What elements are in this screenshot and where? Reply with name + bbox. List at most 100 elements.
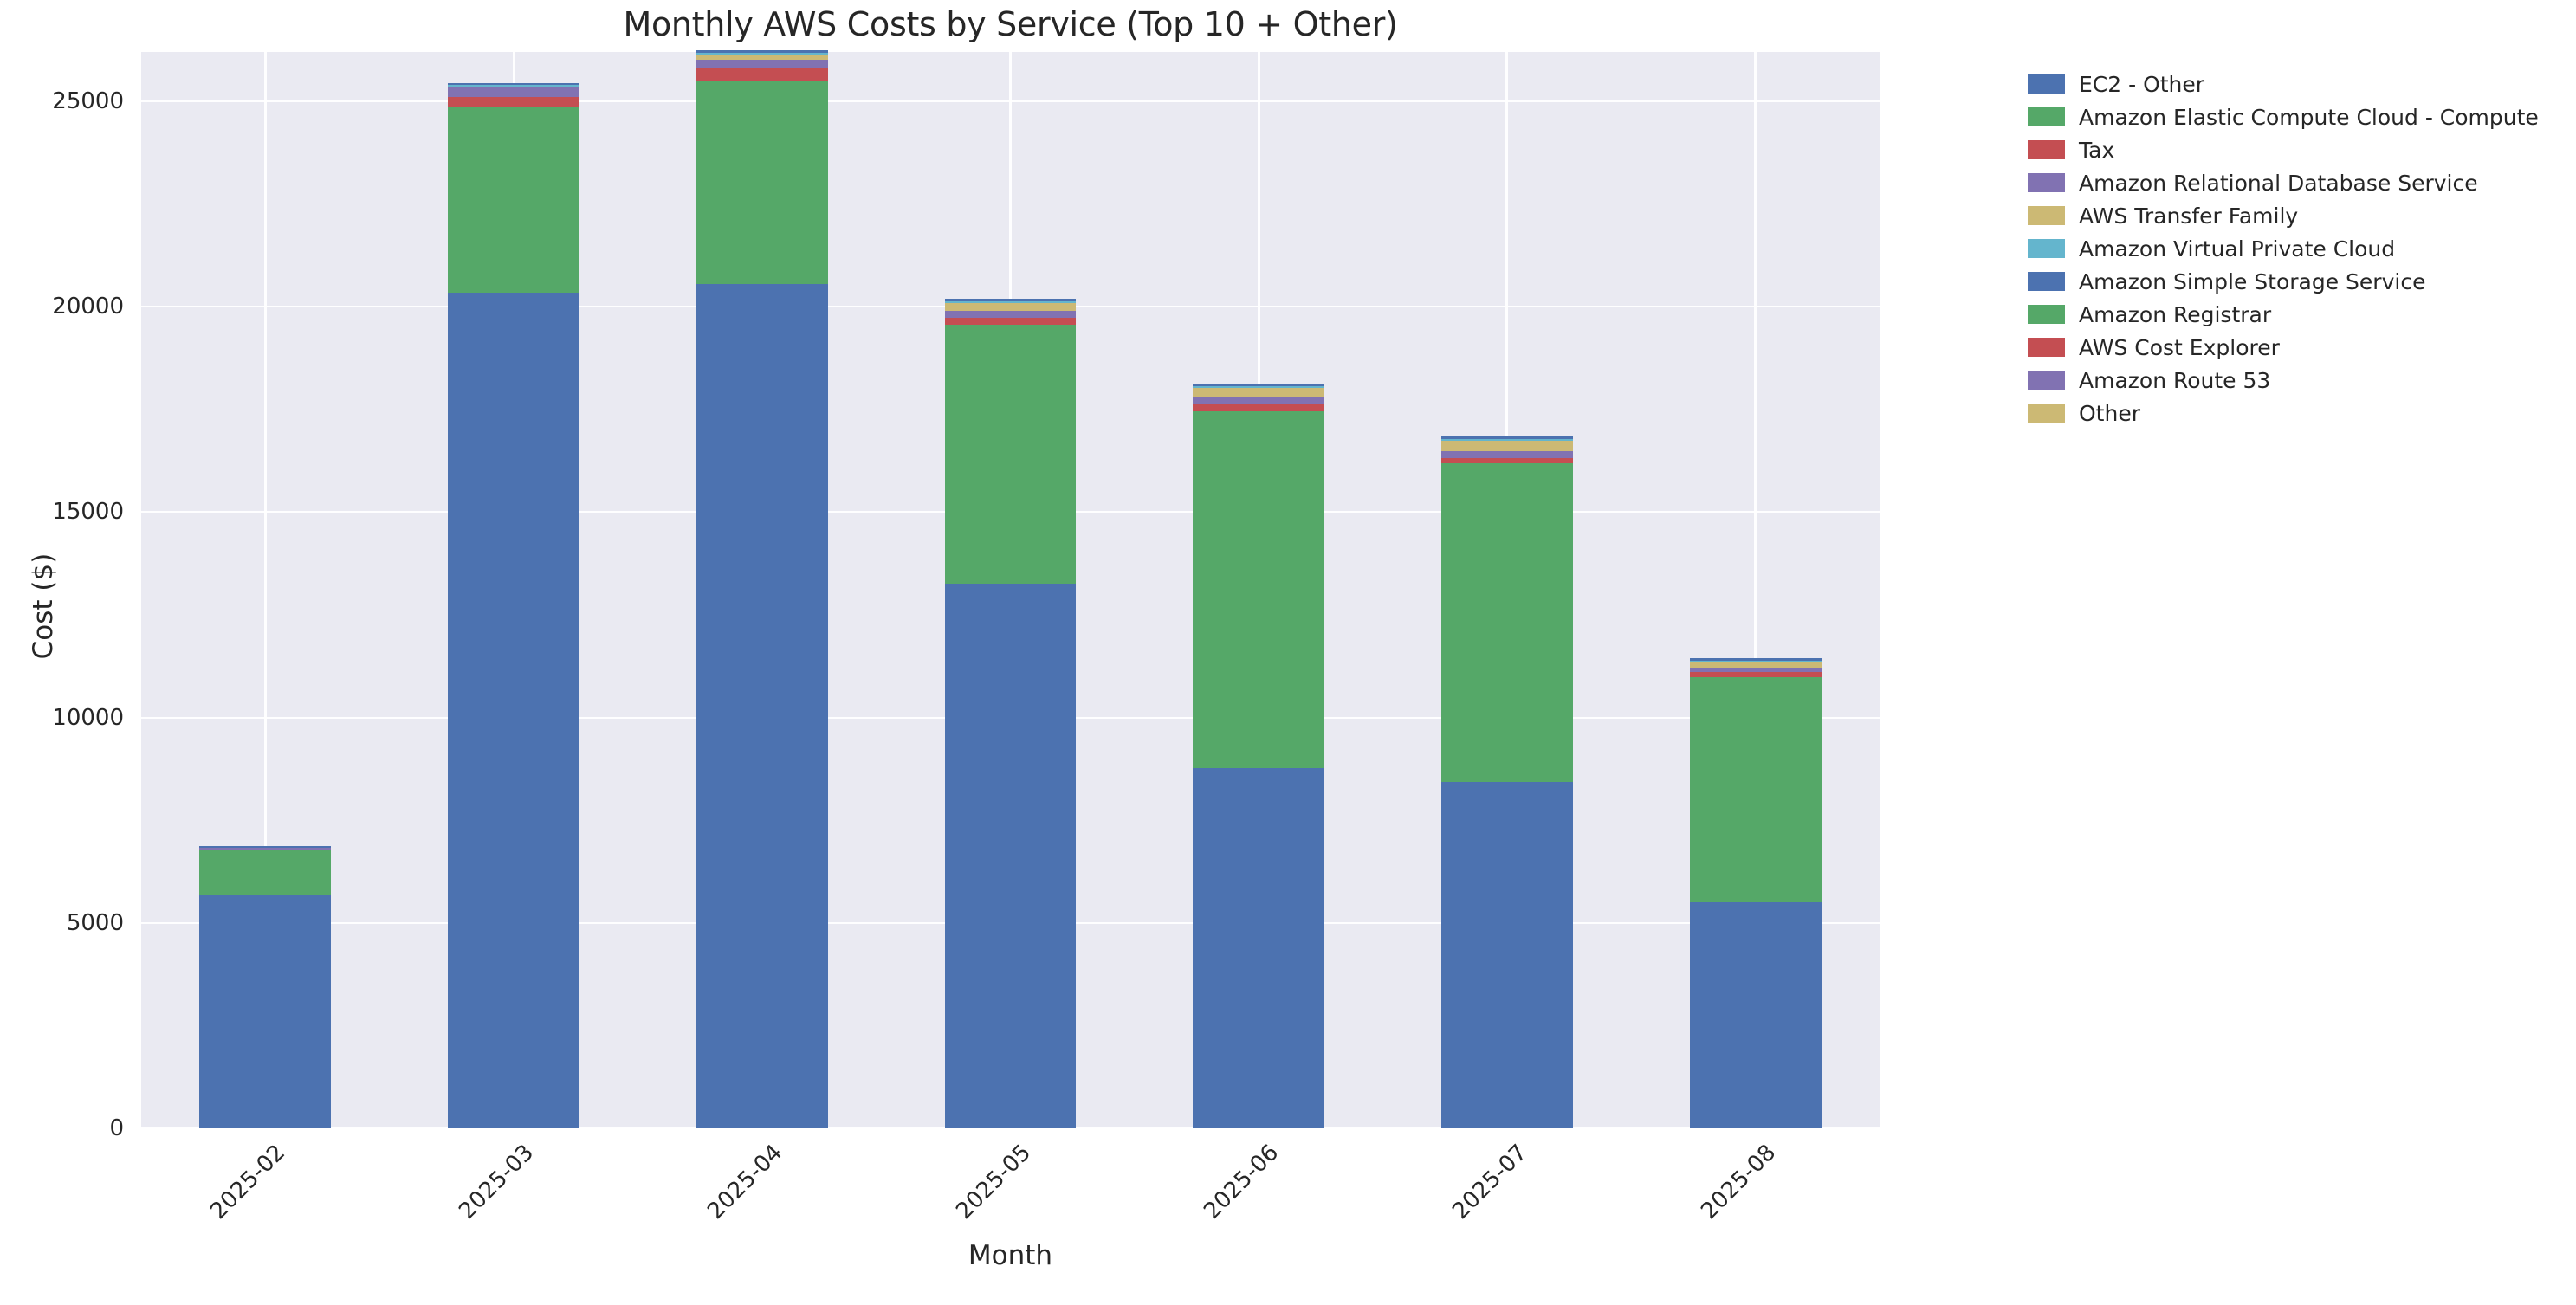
y-axis-title: Cost ($) <box>28 552 59 660</box>
bar-segment[interactable] <box>1689 660 1822 662</box>
legend-item-label: Amazon Elastic Compute Cloud - Compute <box>2079 104 2539 130</box>
legend-color-swatch <box>2028 404 2065 423</box>
x-tick-label: 2025-04 <box>702 1140 787 1225</box>
legend-color-swatch <box>2028 272 2065 291</box>
bar-segment[interactable] <box>944 318 1077 326</box>
bar-segment[interactable] <box>696 68 828 81</box>
bar-segment[interactable] <box>1689 668 1822 673</box>
bar-segment[interactable] <box>696 50 828 53</box>
bar-segment[interactable] <box>1193 388 1325 397</box>
bar-segment[interactable] <box>1193 396 1325 404</box>
bar-segment[interactable] <box>199 847 332 850</box>
bar-2025-07[interactable] <box>1440 52 1573 1128</box>
legend-item[interactable]: Amazon Relational Database Service <box>2028 166 2547 199</box>
bar-segment[interactable] <box>448 107 580 293</box>
legend-item-label: Other <box>2079 400 2140 426</box>
bar-segment[interactable] <box>1440 438 1573 442</box>
bar-segment[interactable] <box>1440 458 1573 464</box>
legend-item-label: AWS Cost Explorer <box>2079 334 2280 360</box>
y-tick-label: 20000 <box>52 294 124 320</box>
x-tick-label: 2025-03 <box>454 1140 540 1225</box>
bar-segment[interactable] <box>696 284 828 1128</box>
bar-segment[interactable] <box>696 60 828 68</box>
bar-segment[interactable] <box>696 52 828 55</box>
gridline-horizontal <box>141 1127 1880 1129</box>
legend-color-swatch <box>2028 206 2065 225</box>
bar-2025-05[interactable] <box>944 52 1077 1128</box>
legend-item[interactable]: AWS Cost Explorer <box>2028 331 2547 364</box>
bar-segment[interactable] <box>1193 410 1325 769</box>
x-tick-label: 2025-07 <box>1447 1140 1533 1225</box>
chart-legend: EC2 - Other Amazon Elastic Compute Cloud … <box>2028 68 2547 430</box>
legend-item-label: Tax <box>2079 137 2115 163</box>
bar-segment[interactable] <box>1440 436 1573 439</box>
bar-segment[interactable] <box>1193 386 1325 389</box>
legend-color-swatch <box>2028 305 2065 324</box>
bar-segment[interactable] <box>448 85 580 87</box>
bar-segment[interactable] <box>1689 676 1822 902</box>
legend-item-label: Amazon Simple Storage Service <box>2079 268 2426 294</box>
bar-segment[interactable] <box>448 97 580 108</box>
bar-segment[interactable] <box>199 894 332 1128</box>
bar-segment[interactable] <box>696 54 828 60</box>
bar-segment[interactable] <box>1193 403 1325 411</box>
legend-color-swatch <box>2028 338 2065 357</box>
legend-color-swatch <box>2028 371 2065 390</box>
bar-segment[interactable] <box>199 846 332 848</box>
bar-segment[interactable] <box>448 292 580 1128</box>
bar-segment[interactable] <box>944 300 1077 303</box>
legend-item[interactable]: EC2 - Other <box>2028 68 2547 100</box>
legend-item[interactable]: Tax <box>2028 133 2547 166</box>
bar-2025-03[interactable] <box>448 52 580 1128</box>
bar-segment[interactable] <box>944 325 1077 585</box>
bar-segment[interactable] <box>944 584 1077 1128</box>
bar-segment[interactable] <box>1440 451 1573 459</box>
bar-segment[interactable] <box>1440 463 1573 783</box>
bar-segment[interactable] <box>1440 782 1573 1128</box>
bar-segment[interactable] <box>1193 384 1325 387</box>
legend-color-swatch <box>2028 107 2065 126</box>
x-tick-label: 2025-02 <box>205 1140 291 1225</box>
bar-segment[interactable] <box>696 80 828 285</box>
x-axis-title: Month <box>968 1240 1053 1271</box>
legend-color-swatch <box>2028 140 2065 159</box>
bar-2025-04[interactable] <box>696 50 828 1128</box>
y-tick-label: 25000 <box>52 87 124 114</box>
y-tick-label: 5000 <box>66 909 124 936</box>
x-tick-label: 2025-08 <box>1695 1140 1781 1225</box>
bar-segment[interactable] <box>944 311 1077 319</box>
y-tick-label: 0 <box>109 1115 124 1141</box>
bar-segment[interactable] <box>1689 672 1822 677</box>
bar-segment[interactable] <box>1689 901 1822 1128</box>
bar-segment[interactable] <box>944 302 1077 312</box>
legend-item[interactable]: Other <box>2028 397 2547 430</box>
gridline-vertical <box>263 52 267 1128</box>
legend-color-swatch <box>2028 173 2065 192</box>
bar-segment[interactable] <box>1689 657 1822 661</box>
bar-segment[interactable] <box>1440 441 1573 452</box>
legend-color-swatch <box>2028 239 2065 258</box>
x-tick-label: 2025-06 <box>1199 1140 1285 1225</box>
legend-item-label: Amazon Registrar <box>2079 301 2272 327</box>
gridline-vertical <box>1754 52 1757 1128</box>
legend-item[interactable]: Amazon Registrar <box>2028 298 2547 331</box>
bar-2025-02[interactable] <box>199 52 332 1128</box>
bar-2025-08[interactable] <box>1689 52 1822 1128</box>
legend-item-label: Amazon Relational Database Service <box>2079 170 2478 196</box>
x-tick-label: 2025-05 <box>950 1140 1036 1225</box>
legend-item[interactable]: Amazon Route 53 <box>2028 364 2547 397</box>
bar-segment[interactable] <box>944 299 1077 301</box>
bar-segment[interactable] <box>1689 662 1822 669</box>
legend-item[interactable]: AWS Transfer Family <box>2028 199 2547 232</box>
legend-item-label: Amazon Virtual Private Cloud <box>2079 236 2396 262</box>
bar-2025-06[interactable] <box>1193 52 1325 1128</box>
bar-segment[interactable] <box>448 82 580 86</box>
legend-item[interactable]: Amazon Virtual Private Cloud <box>2028 232 2547 265</box>
bar-segment[interactable] <box>1193 768 1325 1128</box>
bar-segment[interactable] <box>199 849 332 895</box>
legend-item[interactable]: Amazon Elastic Compute Cloud - Compute <box>2028 100 2547 133</box>
legend-item[interactable]: Amazon Simple Storage Service <box>2028 265 2547 298</box>
legend-item-label: Amazon Route 53 <box>2079 367 2271 393</box>
bar-segment[interactable] <box>448 87 580 98</box>
